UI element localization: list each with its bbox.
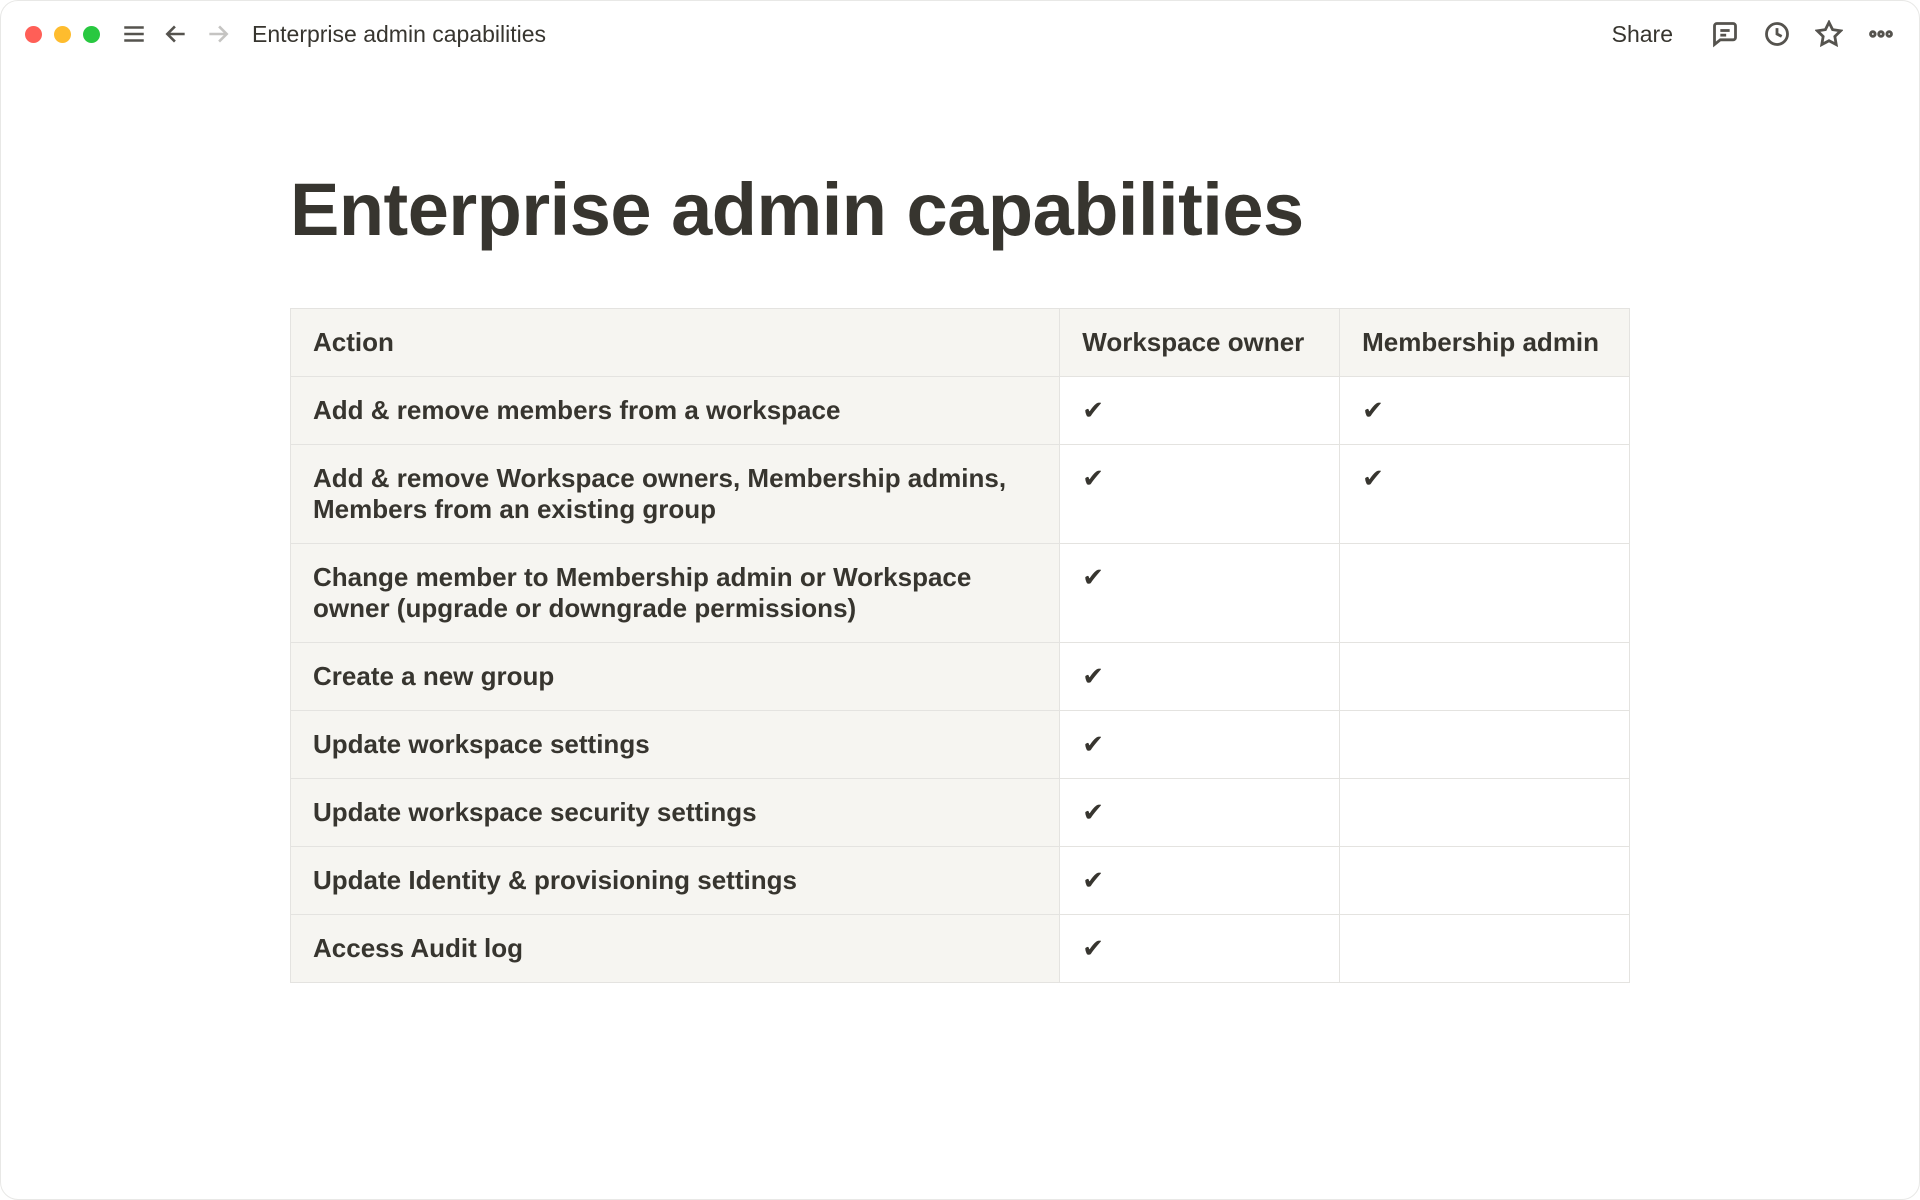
- check-icon: ✔: [1082, 729, 1104, 759]
- check-icon: ✔: [1082, 865, 1104, 895]
- col-membership-admin: Membership admin: [1340, 309, 1630, 377]
- check-icon: ✔: [1082, 395, 1104, 425]
- table-row: Access Audit log ✔: [291, 915, 1630, 983]
- table-row: Add & remove Workspace owners, Membershi…: [291, 445, 1630, 544]
- cell-membership-admin: ✔: [1340, 377, 1630, 445]
- more-icon[interactable]: [1867, 20, 1895, 48]
- cell-membership-admin: [1340, 643, 1630, 711]
- cell-workspace-owner: ✔: [1060, 847, 1340, 915]
- comments-icon[interactable]: [1711, 20, 1739, 48]
- check-icon: ✔: [1082, 463, 1104, 493]
- cell-membership-admin: [1340, 915, 1630, 983]
- col-workspace-owner: Workspace owner: [1060, 309, 1340, 377]
- table-row: Update workspace settings ✔: [291, 711, 1630, 779]
- nav-back-icon[interactable]: [162, 20, 190, 48]
- topbar: Enterprise admin capabilities Share: [1, 1, 1919, 67]
- table-header-row: Action Workspace owner Membership admin: [291, 309, 1630, 377]
- cell-membership-admin: [1340, 779, 1630, 847]
- cell-action: Update workspace security settings: [291, 779, 1060, 847]
- cell-workspace-owner: ✔: [1060, 544, 1340, 643]
- hamburger-icon[interactable]: [120, 20, 148, 48]
- nav-forward-icon: [204, 20, 232, 48]
- cell-workspace-owner: ✔: [1060, 915, 1340, 983]
- cell-workspace-owner: ✔: [1060, 377, 1340, 445]
- cell-workspace-owner: ✔: [1060, 445, 1340, 544]
- page-title: Enterprise admin capabilities: [290, 167, 1630, 252]
- window-close-button[interactable]: [25, 26, 42, 43]
- cell-workspace-owner: ✔: [1060, 643, 1340, 711]
- breadcrumb[interactable]: Enterprise admin capabilities: [252, 21, 546, 48]
- cell-membership-admin: [1340, 847, 1630, 915]
- col-action: Action: [291, 309, 1060, 377]
- check-icon: ✔: [1082, 797, 1104, 827]
- topbar-actions: [1711, 20, 1895, 48]
- check-icon: ✔: [1362, 395, 1384, 425]
- capabilities-table: Action Workspace owner Membership admin …: [290, 308, 1630, 983]
- page-body: Enterprise admin capabilities Action Wor…: [1, 67, 1919, 983]
- cell-action: Access Audit log: [291, 915, 1060, 983]
- window-zoom-button[interactable]: [83, 26, 100, 43]
- page-content: Enterprise admin capabilities Action Wor…: [290, 167, 1630, 983]
- table-row: Update Identity & provisioning settings ✔: [291, 847, 1630, 915]
- table-row: Create a new group ✔: [291, 643, 1630, 711]
- table-row: Add & remove members from a workspace ✔ ✔: [291, 377, 1630, 445]
- window-traffic-lights: [25, 26, 100, 43]
- updates-icon[interactable]: [1763, 20, 1791, 48]
- cell-membership-admin: [1340, 544, 1630, 643]
- cell-workspace-owner: ✔: [1060, 711, 1340, 779]
- cell-membership-admin: ✔: [1340, 445, 1630, 544]
- cell-workspace-owner: ✔: [1060, 779, 1340, 847]
- check-icon: ✔: [1082, 562, 1104, 592]
- cell-membership-admin: [1340, 711, 1630, 779]
- table-row: Change member to Membership admin or Wor…: [291, 544, 1630, 643]
- cell-action: Add & remove members from a workspace: [291, 377, 1060, 445]
- cell-action: Update workspace settings: [291, 711, 1060, 779]
- cell-action: Change member to Membership admin or Wor…: [291, 544, 1060, 643]
- cell-action: Add & remove Workspace owners, Membershi…: [291, 445, 1060, 544]
- check-icon: ✔: [1082, 661, 1104, 691]
- window-minimize-button[interactable]: [54, 26, 71, 43]
- cell-action: Update Identity & provisioning settings: [291, 847, 1060, 915]
- table-row: Update workspace security settings ✔: [291, 779, 1630, 847]
- check-icon: ✔: [1362, 463, 1384, 493]
- share-button[interactable]: Share: [1606, 17, 1679, 52]
- cell-action: Create a new group: [291, 643, 1060, 711]
- favorite-icon[interactable]: [1815, 20, 1843, 48]
- check-icon: ✔: [1082, 933, 1104, 963]
